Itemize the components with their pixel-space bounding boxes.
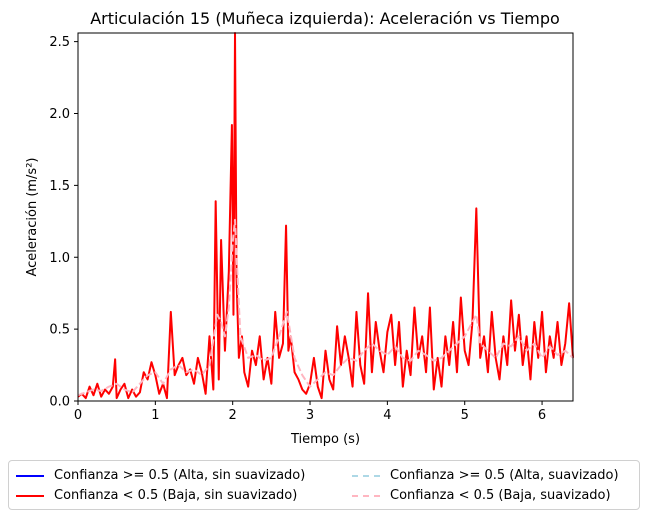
y-tick-label: 1.0 bbox=[49, 251, 70, 266]
legend-label: Confianza >= 0.5 (Alta, sin suavizado) bbox=[54, 468, 306, 483]
x-tick-label: 3 bbox=[306, 408, 314, 423]
chart-legend: Confianza >= 0.5 (Alta, sin suavizado) C… bbox=[8, 460, 640, 510]
y-tick-label: 2.0 bbox=[49, 107, 70, 122]
x-tick-label: 0 bbox=[74, 408, 82, 423]
y-tick-label: 0.0 bbox=[49, 395, 70, 410]
legend-swatch-lightblue-dashed bbox=[352, 474, 380, 477]
y-axis: 0.0 0.5 1.0 1.5 2.0 2.5 bbox=[49, 35, 78, 410]
series-line-1 bbox=[77, 32, 574, 400]
chart-svg: Articulación 15 (Muñeca izquierda): Acel… bbox=[25, 9, 574, 447]
y-tick-label: 2.5 bbox=[49, 35, 70, 50]
y-tick-label: 1.5 bbox=[49, 179, 70, 194]
x-tick-label: 5 bbox=[461, 408, 469, 423]
legend-swatch-blue-solid bbox=[16, 474, 44, 477]
plot-lines bbox=[77, 32, 574, 400]
x-tick-label: 2 bbox=[229, 408, 237, 423]
legend-entry-high-raw: Confianza >= 0.5 (Alta, sin suavizado) bbox=[16, 468, 305, 483]
legend-label: Confianza < 0.5 (Baja, sin suavizado) bbox=[54, 488, 298, 503]
plot-frame bbox=[77, 32, 574, 402]
x-tick-label: 4 bbox=[383, 408, 391, 423]
y-tick-label: 0.5 bbox=[49, 323, 70, 338]
legend-entry-low-smoothed: Confianza < 0.5 (Baja, suavizado) bbox=[352, 488, 611, 503]
chart-title: Articulación 15 (Muñeca izquierda): Acel… bbox=[90, 9, 560, 28]
legend-label: Confianza >= 0.5 (Alta, suavizado) bbox=[390, 468, 619, 483]
legend-entry-high-smoothed: Confianza >= 0.5 (Alta, suavizado) bbox=[352, 468, 619, 483]
x-axis-label: Tiempo (s) bbox=[290, 432, 360, 447]
y-axis-label: Aceleración (m/s²) bbox=[25, 158, 40, 277]
legend-swatch-pink-dashed bbox=[352, 494, 380, 497]
series-line-3 bbox=[77, 218, 574, 397]
x-tick-label: 6 bbox=[538, 408, 546, 423]
legend-entry-low-raw: Confianza < 0.5 (Baja, sin suavizado) bbox=[16, 488, 297, 503]
x-tick-label: 1 bbox=[151, 408, 159, 423]
legend-label: Confianza < 0.5 (Baja, suavizado) bbox=[390, 488, 611, 503]
legend-swatch-red-solid bbox=[16, 494, 44, 497]
x-axis: 0 1 2 3 4 5 6 bbox=[74, 401, 546, 423]
